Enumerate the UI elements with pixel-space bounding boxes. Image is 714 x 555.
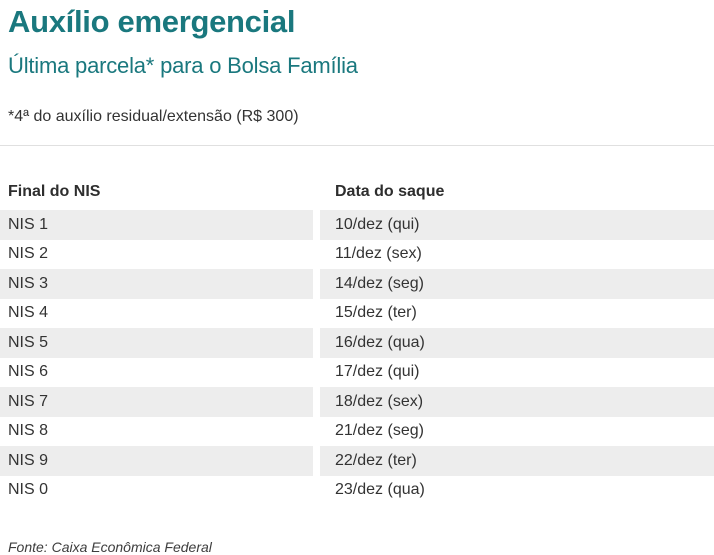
footnote-definition: *4ª do auxílio residual/extensão (R$ 300…	[8, 108, 299, 125]
source-note: Fonte: Caixa Econômica Federal	[8, 539, 212, 555]
table-row: NIS 7 18/dez (sex)	[0, 387, 714, 417]
table-row: NIS 1 10/dez (qui)	[0, 210, 714, 240]
date-cell: 15/dez (ter)	[335, 304, 417, 322]
date-cell: 14/dez (seg)	[320, 269, 714, 299]
date-cell: 18/dez (sex)	[320, 387, 714, 417]
nis-cell: NIS 2	[8, 245, 49, 263]
nis-cell: NIS 9	[0, 446, 313, 476]
nis-cell: NIS 6	[8, 363, 49, 381]
payment-schedule-table: Final do NIS Data do saque NIS 1 10/dez (…	[0, 181, 714, 505]
page-title: Auxílio emergencial	[8, 4, 296, 39]
table-row: NIS 2 11/dez (sex)	[0, 240, 714, 270]
nis-cell: NIS 4	[8, 304, 49, 322]
date-cell: 17/dez (qui)	[335, 363, 420, 381]
table-row: NIS 9 22/dez (ter)	[0, 446, 714, 476]
table-row: NIS 8 21/dez (seg)	[0, 417, 714, 447]
nis-cell: NIS 7	[0, 387, 313, 417]
nis-cell: NIS 1	[0, 210, 313, 240]
nis-cell: NIS 0	[8, 481, 49, 499]
nis-cell: NIS 3	[0, 269, 313, 299]
page-subtitle: Última parcela* para o Bolsa Família	[8, 53, 358, 78]
nis-cell: NIS 5	[0, 328, 313, 358]
table-row: NIS 6 17/dez (qui)	[0, 358, 714, 388]
column-header-date: Data do saque	[335, 183, 445, 200]
table-row: NIS 0 23/dez (qua)	[0, 476, 714, 506]
table-header-row: Final do NIS Data do saque	[0, 181, 714, 202]
date-cell: 21/dez (seg)	[335, 422, 424, 440]
date-cell: 10/dez (qui)	[320, 210, 714, 240]
table-row: NIS 3 14/dez (seg)	[0, 269, 714, 299]
divider-line	[0, 145, 714, 146]
date-cell: 23/dez (qua)	[335, 481, 425, 499]
table-row: NIS 4 15/dez (ter)	[0, 299, 714, 329]
nis-cell: NIS 8	[8, 422, 49, 440]
date-cell: 16/dez (qua)	[320, 328, 714, 358]
column-header-nis: Final do NIS	[8, 183, 101, 200]
table-row: NIS 5 16/dez (qua)	[0, 328, 714, 358]
date-cell: 22/dez (ter)	[320, 446, 714, 476]
date-cell: 11/dez (sex)	[335, 245, 422, 263]
